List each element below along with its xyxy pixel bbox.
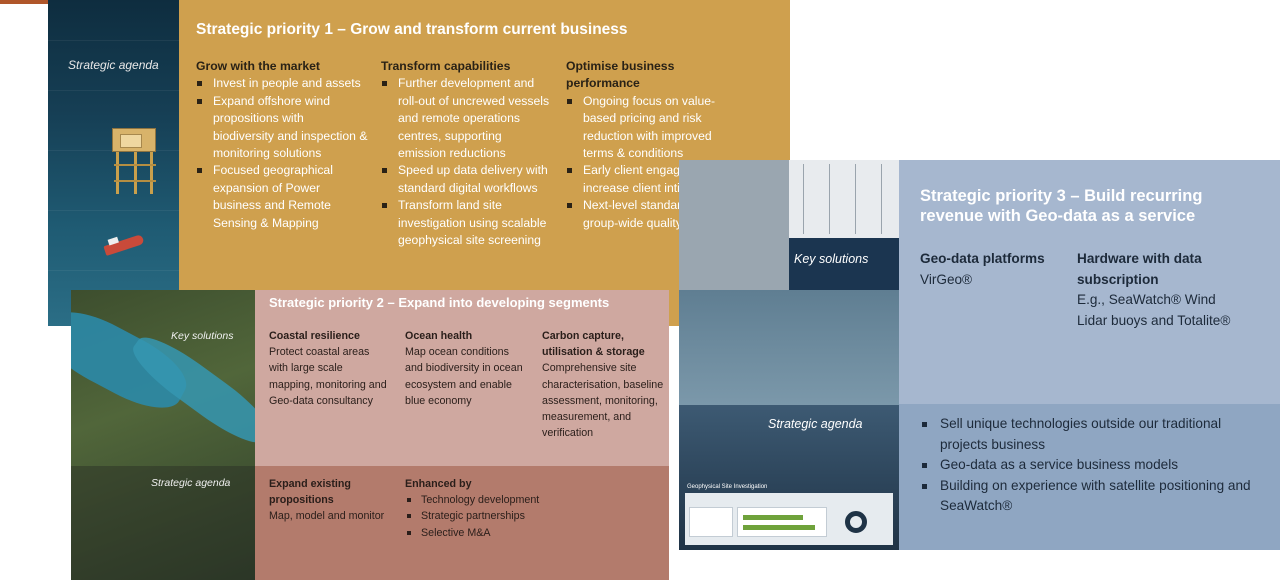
list-item: Transform land site investigation using … xyxy=(381,197,553,249)
carbon-capture-column: Carbon capture, utilisation & storage Co… xyxy=(542,328,666,441)
dashboard-screen xyxy=(685,493,893,545)
transform-capabilities-column: Transform capabilities Further developme… xyxy=(381,58,553,249)
column-text: Comprehensive site characterisation, bas… xyxy=(542,362,664,440)
list-item: Ongoing focus on value-based pricing and… xyxy=(566,93,744,163)
column-text: E.g., SeaWatch® Wind Lidar buoys and Tot… xyxy=(1077,292,1231,328)
priority-3-title: Strategic priority 3 – Build recurring r… xyxy=(920,187,1203,225)
column-heading: Enhanced by xyxy=(405,478,472,490)
column-text: Map ocean conditions and biodiversity in… xyxy=(405,346,523,407)
list-item: Speed up data delivery with standard dig… xyxy=(381,162,553,197)
platform-icon xyxy=(110,128,162,198)
column-heading: Coastal resilience xyxy=(269,330,360,342)
hardware-subscription-column: Hardware with data subscription E.g., Se… xyxy=(1077,249,1237,331)
list-item: Selective M&A xyxy=(405,525,605,541)
list-item: Technology development xyxy=(405,492,605,508)
donut-chart-icon xyxy=(845,511,867,533)
key-solutions-label: Key solutions xyxy=(171,330,234,342)
strategic-agenda-label: Strategic agenda xyxy=(68,58,159,72)
priority-2-panel: Key solutions Strategic agenda Strategic… xyxy=(71,290,669,580)
list-item: Further development and roll-out of uncr… xyxy=(381,75,553,162)
column-heading: Grow with the market xyxy=(196,59,320,73)
column-text: VirGeo® xyxy=(920,271,973,287)
strategic-agenda-label: Strategic agenda xyxy=(151,477,231,489)
list-item: Invest in people and assets xyxy=(196,75,368,92)
list-item: Focused geographical expansion of Power … xyxy=(196,162,368,232)
column-heading: Carbon capture, utilisation & storage xyxy=(542,330,645,359)
list-item: Strategic partnerships xyxy=(405,508,605,524)
column-text: Protect coastal areas with large scale m… xyxy=(269,346,387,407)
column-heading: Expand existing propositions xyxy=(269,478,351,507)
list-item: Sell unique technologies outside our tra… xyxy=(920,414,1265,455)
enhanced-by-column: Enhanced by Technology development Strat… xyxy=(405,476,605,541)
column-heading: Ocean health xyxy=(405,330,473,342)
priority-2-solutions: Strategic priority 2 – Expand into devel… xyxy=(255,290,669,466)
priority-1-title: Strategic priority 1 – Grow and transfor… xyxy=(196,21,628,38)
list-item: Geo-data as a service business models xyxy=(920,455,1265,476)
column-heading: Optimise business performance xyxy=(566,59,675,91)
column-heading: Geo-data platforms xyxy=(920,251,1045,266)
geo-data-dashboard-image: Geophysical Site Investigation Key solut… xyxy=(679,160,899,550)
priority-2-agenda: Expand existing propositions Map, model … xyxy=(255,466,669,580)
agenda-list: Sell unique technologies outside our tra… xyxy=(920,414,1265,517)
key-solutions-label: Key solutions xyxy=(794,252,869,266)
priority-3-panel: Geophysical Site Investigation Key solut… xyxy=(679,160,1280,550)
vessel-icon xyxy=(103,234,145,256)
list-item: Expand offshore wind propositions with b… xyxy=(196,93,368,163)
corner-accent-bar xyxy=(0,0,82,4)
column-text: Map, model and monitor xyxy=(269,510,385,523)
priority-3-agenda: Sell unique technologies outside our tra… xyxy=(899,404,1280,550)
priority-3-solutions: Strategic priority 3 – Build recurring r… xyxy=(899,160,1280,404)
strategic-agenda-label: Strategic agenda xyxy=(768,417,863,431)
column-heading: Transform capabilities xyxy=(381,59,511,73)
ocean-health-column: Ocean health Map ocean conditions and bi… xyxy=(405,328,525,409)
grow-with-market-column: Grow with the market Invest in people an… xyxy=(196,58,368,232)
column-heading: Hardware with data subscription xyxy=(1077,251,1202,287)
coastal-resilience-column: Coastal resilience Protect coastal areas… xyxy=(269,328,389,409)
list-item: Building on experience with satellite po… xyxy=(920,476,1265,517)
geo-data-platforms-column: Geo-data platforms VirGeo® xyxy=(920,249,1070,290)
offshore-platform-image: Strategic agenda xyxy=(48,0,179,326)
coastal-satellite-image: Key solutions Strategic agenda xyxy=(71,290,255,580)
screen-label: Geophysical Site Investigation xyxy=(687,484,768,490)
expand-propositions-column: Expand existing propositions Map, model … xyxy=(269,476,389,525)
priority-2-title: Strategic priority 2 – Expand into devel… xyxy=(269,295,610,310)
